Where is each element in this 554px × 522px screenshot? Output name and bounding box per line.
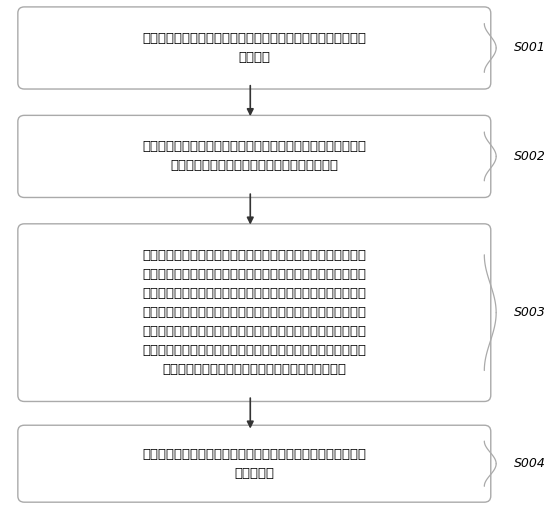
Text: 获取短激活交互时间片段，根据每个时刻的穿戴手表交互激活矩
阵计算每个短激活交互时间片段的活跃交互指数: 获取短激活交互时间片段，根据每个时刻的穿戴手表交互激活矩 阵计算每个短激活交互时…: [142, 140, 366, 172]
Text: S003: S003: [514, 306, 546, 319]
FancyBboxPatch shape: [18, 425, 491, 502]
Text: 根据每个短激活交互时间片段的活跃交互指数获取活跃交互指数
序列，根据每个不同的活跃交互指数计算不同时刻处活跃交互指
数序列的活跃区间长度，根据活跃区间长度获取短: 根据每个短激活交互时间片段的活跃交互指数获取活跃交互指数 序列，根据每个不同的活…: [142, 249, 366, 376]
FancyBboxPatch shape: [18, 115, 491, 197]
Text: 根据不同时刻处的最佳穿戴手表活跃激活阈值对穿戴手表主从芯
片进行切换: 根据不同时刻处的最佳穿戴手表活跃激活阈值对穿戴手表主从芯 片进行切换: [142, 448, 366, 480]
Text: S001: S001: [514, 41, 546, 54]
FancyBboxPatch shape: [18, 224, 491, 401]
Text: S002: S002: [514, 150, 546, 163]
FancyBboxPatch shape: [18, 7, 491, 89]
Text: 获取每个时刻的穿戴手表交互激活矩阵，获取每个时刻穿戴手表
芯片频率: 获取每个时刻的穿戴手表交互激活矩阵，获取每个时刻穿戴手表 芯片频率: [142, 32, 366, 64]
Text: S004: S004: [514, 457, 546, 470]
